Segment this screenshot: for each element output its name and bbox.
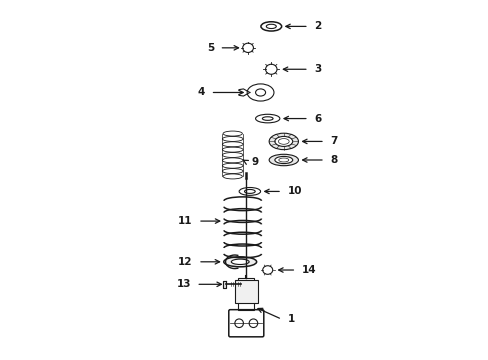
Text: 13: 13 xyxy=(176,279,190,289)
Text: 5: 5 xyxy=(206,43,214,53)
Text: 14: 14 xyxy=(301,265,316,275)
Text: 8: 8 xyxy=(329,155,337,165)
Polygon shape xyxy=(222,281,225,288)
Ellipse shape xyxy=(274,136,292,147)
Ellipse shape xyxy=(268,154,298,166)
Text: 4: 4 xyxy=(198,87,205,98)
Text: 6: 6 xyxy=(313,113,321,123)
Text: 11: 11 xyxy=(178,216,192,226)
Bar xyxy=(234,280,257,303)
Text: 10: 10 xyxy=(287,186,301,197)
Text: 3: 3 xyxy=(313,64,321,74)
Text: 9: 9 xyxy=(251,157,258,167)
Text: 7: 7 xyxy=(329,136,337,147)
Ellipse shape xyxy=(224,257,256,267)
Text: 1: 1 xyxy=(287,314,294,324)
Ellipse shape xyxy=(268,133,298,150)
Text: 12: 12 xyxy=(178,257,192,267)
Ellipse shape xyxy=(274,157,292,163)
Text: 2: 2 xyxy=(313,21,321,31)
Bar xyxy=(238,278,254,310)
Ellipse shape xyxy=(231,259,248,265)
